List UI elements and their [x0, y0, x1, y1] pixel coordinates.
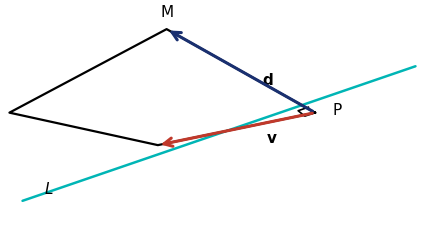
Text: v: v — [267, 131, 277, 146]
Text: d: d — [263, 73, 273, 88]
Text: L: L — [44, 182, 53, 197]
Text: P: P — [332, 103, 342, 118]
Text: M: M — [160, 5, 173, 20]
